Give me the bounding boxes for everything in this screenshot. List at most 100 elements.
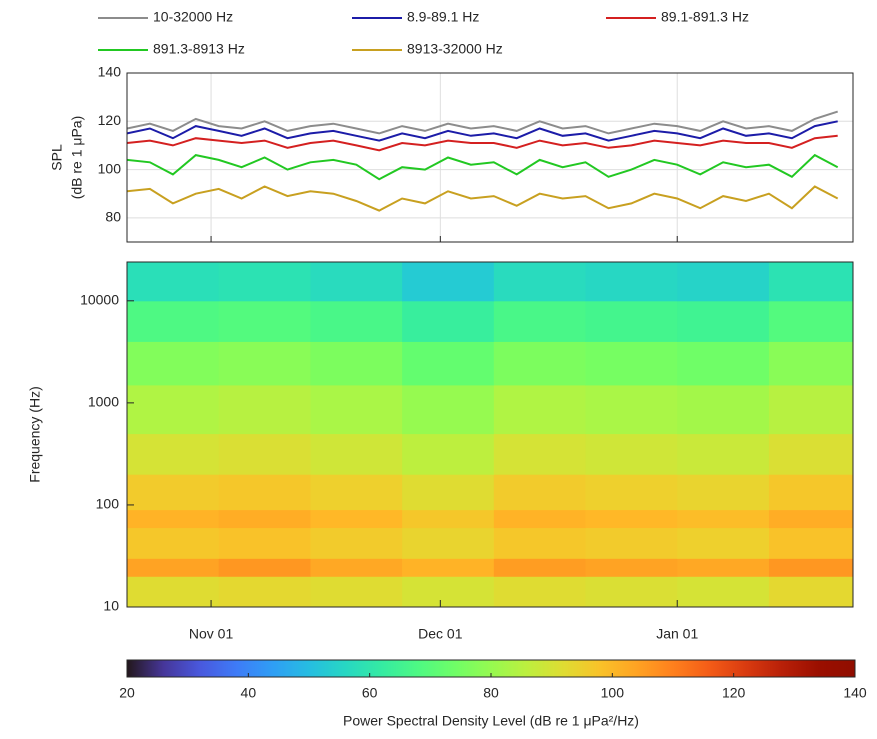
plot-area [127,73,853,242]
colorbar-tick-label: 20 [119,685,135,701]
heatmap-cell [768,558,854,577]
heatmap-cell [768,527,854,559]
heatmap-cell [127,474,220,511]
y-axis-label: SPL [49,144,65,171]
legend-label: 10-32000 Hz [153,9,233,25]
y-axis-label: (dB re 1 μPa) [69,116,85,200]
heatmap-cell [218,384,311,435]
heatmap-cell [310,341,403,386]
y-tick-label: 80 [105,209,121,225]
heatmap-cell [677,433,770,475]
colorbar-tick-label: 140 [843,685,867,701]
heatmap-cell [310,509,403,529]
legend-label: 891.3-8913 Hz [153,41,245,57]
heatmap-cell [402,341,495,386]
heatmap-cell [768,262,854,302]
heatmap-cell [585,509,678,529]
heatmap-cell [127,558,220,577]
heatmap-cell [585,300,678,342]
y-tick-label: 10000 [80,292,119,308]
colorbar-tick-label: 120 [722,685,746,701]
heatmap-cell [402,300,495,342]
y-tick-label: 120 [98,112,122,128]
legend-label: 89.1-891.3 Hz [661,9,749,25]
legend-label: 8.9-89.1 Hz [407,9,479,25]
x-tick-label: Jan 01 [656,626,698,642]
heatmap-cell [585,341,678,386]
x-tick-label: Dec 01 [418,626,463,642]
heatmap-cell [493,262,587,302]
heatmap-cell [310,527,403,559]
colorbar-tick-label: 40 [241,685,257,701]
y-tick-label: 10 [103,598,119,614]
heatmap-cell [127,576,220,608]
heatmap-cell [677,300,770,342]
heatmap-cell [677,341,770,386]
heatmap-cell [585,384,678,435]
y-tick-label: 100 [96,496,120,512]
heatmap-cell [677,527,770,559]
heatmap-cell [218,341,311,386]
series-line [126,134,838,152]
heatmap-cell [585,433,678,475]
heatmap-cell [585,262,678,302]
heatmap-cell [218,558,311,577]
heatmap-cell [493,558,587,577]
heatmap-cell [218,300,311,342]
heatmap-cell [493,527,587,559]
heatmap-cell [493,300,587,342]
heatmap-cell [768,474,854,511]
y-tick-label: 100 [98,160,122,176]
heatmap-cell [218,527,311,559]
heatmap-cell [402,527,495,559]
heatmap-cell [677,384,770,435]
heatmap-cell [127,341,220,386]
heatmap-cell [768,433,854,475]
heatmap-cell [402,384,495,435]
series-line [126,120,838,142]
heatmap-cell [218,474,311,511]
heatmap-cell [402,509,495,529]
heatmap-cell [127,300,220,342]
plot-frame [126,72,854,243]
heatmap-cell [127,527,220,559]
y-tick-label: 140 [98,64,122,80]
heatmap-cell [310,474,403,511]
heatmap-cell [585,527,678,559]
heatmap-cell [677,262,770,302]
heatmap-cell [310,433,403,475]
heatmap-cell [677,474,770,511]
legend-label: 8913-32000 Hz [407,41,503,57]
heatmap-cell [310,558,403,577]
series-line [126,185,839,212]
y-axis-label: Frequency (Hz) [27,386,43,482]
heatmap-cell [493,433,587,475]
plot-frame [126,261,854,608]
heatmap-cell [127,384,220,435]
heatmap-cell [677,558,770,577]
heatmap-cell [585,576,678,608]
heatmap-cell [310,262,403,302]
heatmap-cell [402,558,495,577]
heatmap-cell [402,576,495,608]
heatmap-cell [310,576,403,608]
heatmap-cell [402,433,495,475]
heatmap-cell [218,262,311,302]
colorbar-tick-label: 80 [483,685,499,701]
heatmap-cell [768,576,854,608]
y-tick-label: 1000 [88,394,119,410]
heatmap-cell [768,384,854,435]
heatmap-cell [310,300,403,342]
heatmap-cell [768,300,854,342]
series-line [126,153,839,181]
heatmap-cell [402,474,495,511]
heatmap-cell [677,576,770,608]
heatmap-cell [493,341,587,386]
heatmap-cell [768,509,854,529]
heatmap-cell [493,576,587,608]
heatmap-cell [768,341,854,386]
heatmap-cell [218,509,311,529]
colorbar-tick-label: 100 [601,685,625,701]
heatmap-cell [677,509,770,529]
